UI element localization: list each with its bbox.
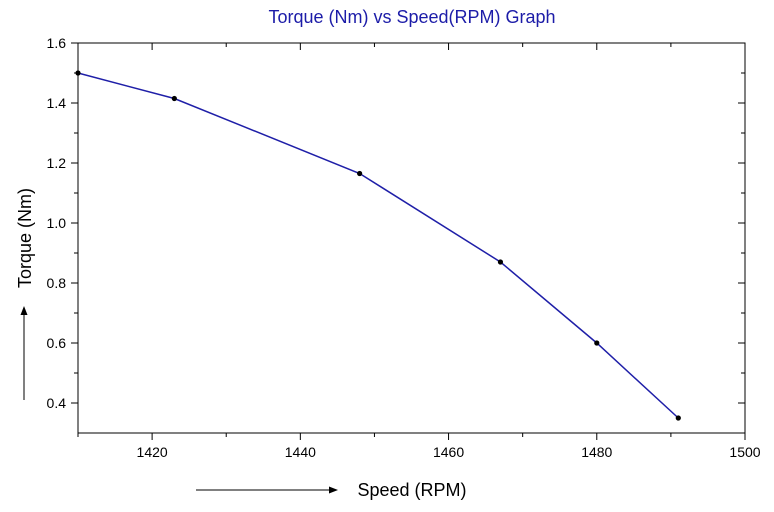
y-tick-label: 0.4 (47, 395, 67, 411)
x-tick-label: 1420 (137, 444, 168, 460)
y-axis-arrow (20, 306, 28, 400)
chart-title: Torque (Nm) vs Speed(RPM) Graph (268, 7, 555, 27)
data-point (171, 95, 177, 102)
data-point (594, 340, 600, 346)
data-point (675, 415, 681, 421)
x-tick-label: 1460 (433, 444, 464, 460)
y-tick-label: 0.8 (47, 275, 67, 291)
x-tick-label: 1500 (729, 444, 760, 460)
plot-frame (77, 42, 746, 434)
x-tick-label: 1480 (581, 444, 612, 460)
y-tick-labels: 0.4 0.6 0.8 1.0 1.2 1.4 1.6 (47, 35, 67, 411)
data-point (357, 170, 363, 177)
y-tick-label: 1.4 (47, 95, 67, 111)
y-tick-label: 0.6 (47, 335, 67, 351)
y-tick-label: 1.0 (47, 215, 67, 231)
axis-ticks (71, 42, 746, 440)
data-point (75, 70, 81, 76)
x-axis-label: Speed (RPM) (357, 480, 466, 500)
torque-series-line (77, 72, 679, 419)
y-tick-label: 1.6 (47, 35, 67, 51)
x-tick-label: 1440 (285, 444, 316, 460)
x-axis-arrow (196, 486, 338, 494)
y-tick-label: 1.2 (47, 155, 67, 171)
data-point (497, 259, 504, 265)
y-axis-label: Torque (Nm) (15, 188, 35, 288)
x-tick-labels: 1420 1440 1460 1480 1500 (137, 444, 761, 460)
data-markers (75, 70, 681, 421)
